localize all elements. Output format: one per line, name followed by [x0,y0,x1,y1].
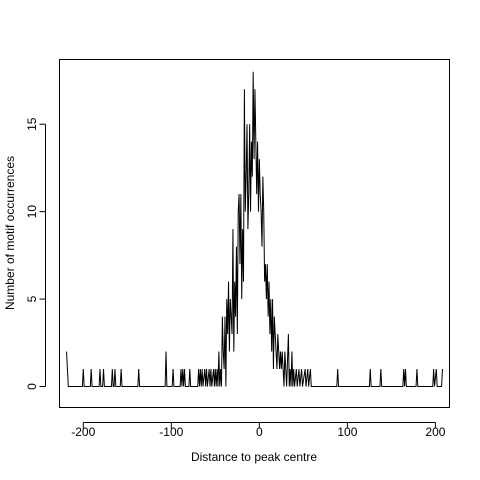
plot-border [59,59,450,408]
x-tick-label: 100 [337,425,357,439]
x-axis-title: Distance to peak centre [191,450,317,464]
series-line [66,71,443,388]
y-tick-label: 5 [25,295,39,302]
y-tick-label: 10 [25,205,39,219]
y-tick-label: 0 [25,383,39,390]
x-tick-label: -100 [159,425,183,439]
x-tick-label: 0 [256,425,263,439]
y-axis: 0 5 10 15 [25,117,46,390]
y-tick-label: 15 [25,117,39,131]
x-tick-label: -200 [71,425,95,439]
x-axis: -200 -100 0 100 200 [71,422,446,439]
x-tick-label: 200 [425,425,445,439]
y-axis-title: Number of motif occurrences [3,156,17,310]
